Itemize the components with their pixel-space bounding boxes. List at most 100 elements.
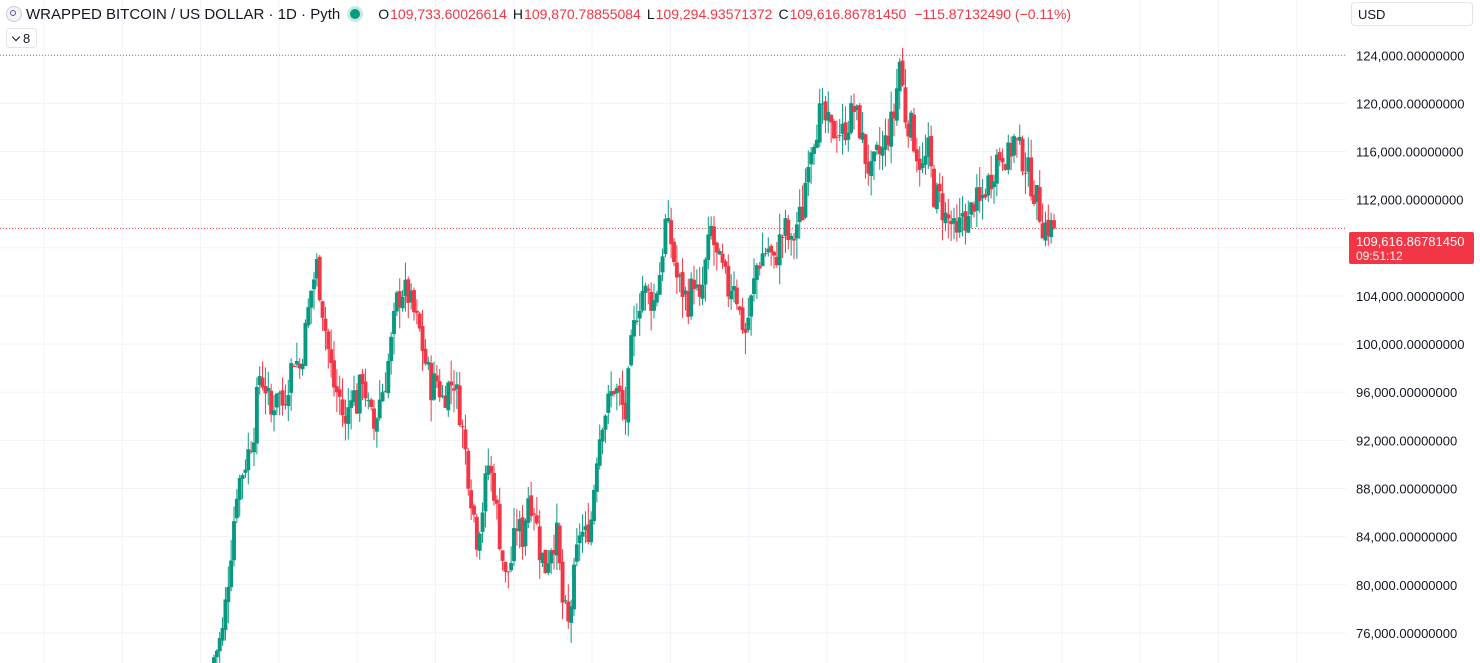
candle [712,216,716,266]
candle [583,511,588,544]
candle-body [297,363,302,369]
candle [520,504,525,560]
candle [760,232,765,267]
candle-body [597,439,602,466]
candle [397,278,402,329]
candle-body [640,290,645,311]
candle-body [954,221,959,233]
candle [680,258,685,318]
candle-body [240,475,245,479]
candle [434,364,439,389]
candle [737,305,742,315]
high-key: H [512,6,524,22]
candle [549,548,554,575]
candle-body [443,395,448,408]
candle-body [709,225,714,236]
market-status-icon[interactable] [350,9,361,19]
candle [277,390,282,416]
candle [800,185,805,221]
candle [480,502,485,543]
candle-body [292,365,296,367]
indicators-collapse-button[interactable]: 8 [6,28,38,48]
candle-body [832,121,836,139]
low-value: 109,294.93571372 [655,6,773,22]
candle-body [549,550,554,564]
candle [646,284,651,305]
candle-body [980,194,985,199]
candle [294,342,299,368]
candle-body [634,320,639,322]
candle [343,399,348,441]
candle [894,68,899,126]
candle [292,364,296,367]
candle-body [280,390,285,406]
candle [423,339,428,366]
currency-select[interactable]: USD [1351,2,1473,26]
candle-body [449,381,454,386]
candle-body [880,147,885,156]
candle-body [489,465,494,473]
candle-body [772,251,776,256]
candle-body [1006,142,1011,170]
candle [857,102,862,140]
candle [240,473,245,499]
candle [786,214,791,250]
candle [969,201,974,229]
candle [352,375,356,406]
candle [274,393,279,416]
candle-body [249,450,254,452]
candle-body [609,391,614,396]
candle [346,388,351,440]
candle-body [769,245,774,253]
candle-body [363,381,368,399]
chart-grid [0,0,1346,663]
candle-body [732,286,736,291]
candle-body [354,390,359,414]
candle-body [357,374,362,414]
candle [792,233,796,260]
candle-body [340,399,345,416]
candle [317,254,322,302]
open-key: O [378,6,390,22]
candle-body [974,187,979,211]
candle [743,322,748,355]
price-tick-label: 120,000.00000000 [1356,96,1464,111]
candle [306,298,311,328]
candle-body [277,392,282,394]
candle-body [600,429,605,442]
candle [623,386,628,435]
candle [872,151,876,180]
candle-body [817,103,822,143]
candle [594,457,599,503]
candle [706,216,711,270]
candle [754,262,759,299]
candle-body [683,290,688,295]
candle-body [474,516,479,550]
candle-body [1040,223,1045,239]
candle-body [677,274,682,277]
candle [883,118,888,167]
candle [217,631,222,663]
candle-body [409,290,414,303]
candle-body [329,349,334,364]
candle [854,104,859,121]
candle [252,427,256,467]
candle [546,550,551,576]
candle-body [649,291,654,311]
candle-body [1017,136,1022,141]
candle-body [726,266,731,297]
low-key: L [646,6,655,22]
candle [666,200,671,223]
candle-body [783,218,788,237]
candle [746,297,751,333]
candle [809,147,814,184]
candle [363,368,368,407]
candle [634,303,639,325]
candle [789,232,794,256]
candle [849,95,854,135]
candle-body [303,322,308,366]
price-axis[interactable]: 124,000.00000000 120,000.00000000 116,000.… [1356,48,1464,641]
symbol-title[interactable]: WRAPPED BITCOIN / US DOLLAR · 1D · Pyth [26,5,341,23]
candle [377,380,382,421]
